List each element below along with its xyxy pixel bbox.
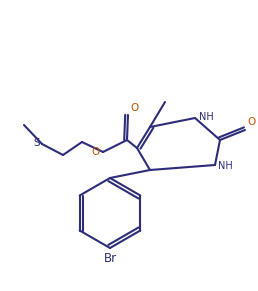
Text: O: O: [130, 103, 138, 113]
Text: S: S: [33, 138, 40, 148]
Text: NH: NH: [199, 112, 214, 122]
Text: O: O: [247, 117, 255, 127]
Text: Br: Br: [103, 252, 117, 265]
Text: O: O: [92, 147, 100, 157]
Text: NH: NH: [218, 161, 233, 171]
